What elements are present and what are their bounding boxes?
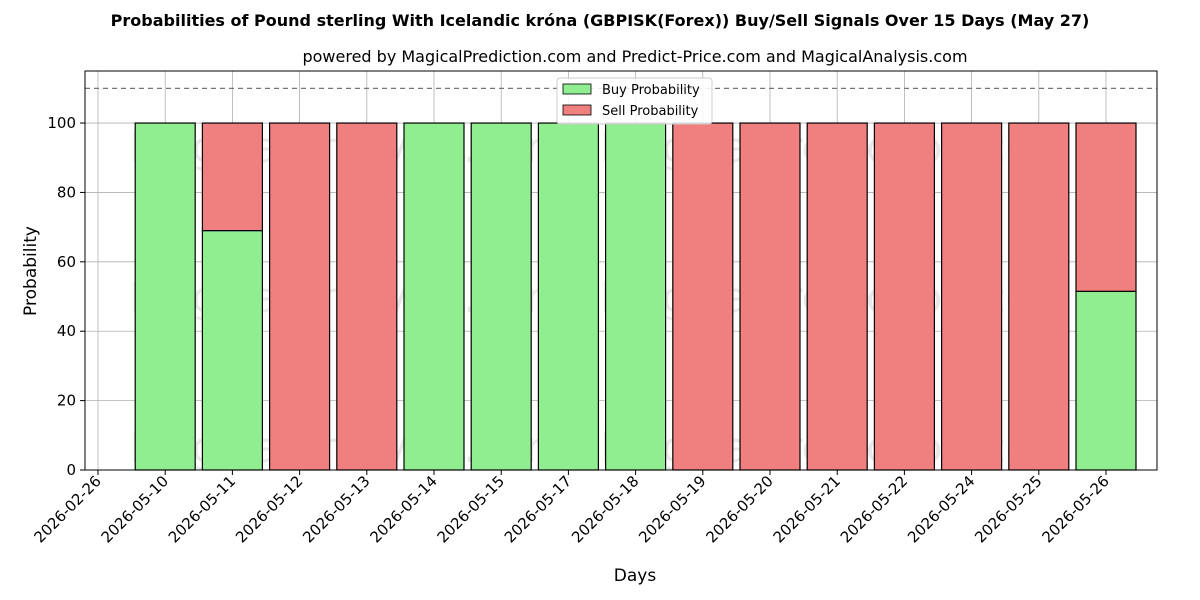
x-tick-label: 2026-05-17: [501, 472, 575, 546]
legend-swatch-sell: [562, 104, 592, 116]
sell-bar: [806, 122, 868, 471]
x-tick-label: 2026-05-12: [232, 472, 306, 546]
x-tick-label: 2026-05-11: [165, 472, 239, 546]
legend: Buy Probability Sell Probability: [556, 77, 713, 125]
sell-bar: [672, 122, 734, 471]
buy-bar: [1075, 290, 1137, 471]
x-tick-label: 2026-05-18: [568, 472, 642, 546]
x-tick-label: 2026-05-22: [837, 472, 911, 546]
x-axis-label: Days: [614, 566, 657, 586]
x-tick-label: 2026-05-19: [635, 472, 709, 546]
legend-swatch-buy: [562, 83, 592, 95]
sell-bar: [269, 122, 331, 471]
x-tick-label: 2026-05-13: [299, 472, 373, 546]
legend-label-buy: Buy Probability: [602, 83, 700, 98]
y-tick-label: 40: [57, 322, 76, 340]
plot-frame: [84, 70, 1158, 471]
y-axis-ticks: 0 20 40 60 80 100: [47, 114, 85, 479]
buy-bar: [134, 122, 196, 471]
chart-title: Probabilities of Pound sterling With Ice…: [111, 11, 1090, 30]
y-tick-label: 60: [57, 253, 76, 271]
sell-bar: [739, 122, 801, 471]
y-tick-label: 100: [47, 114, 76, 132]
legend-label-sell: Sell Probability: [602, 104, 699, 119]
y-tick-label: 20: [57, 392, 76, 410]
x-axis-ticks: 2026-02-262026-05-102026-05-112026-05-12…: [30, 470, 1113, 546]
chart-subtitle: powered by MagicalPrediction.com and Pre…: [302, 47, 967, 66]
sell-bar: [1008, 122, 1070, 471]
x-tick-label: 2026-02-26: [30, 472, 104, 546]
buy-bar: [604, 122, 667, 471]
buy-bar: [537, 122, 600, 471]
y-tick-label: 80: [57, 183, 76, 201]
x-tick-label: 2026-05-26: [1038, 472, 1112, 546]
sell-bar: [940, 122, 1003, 471]
x-tick-label: 2026-05-20: [702, 472, 776, 546]
x-tick-label: 2026-05-21: [770, 472, 844, 546]
buy-bar: [403, 122, 465, 471]
sell-bar: [873, 122, 936, 471]
x-tick-label: 2026-05-15: [434, 472, 508, 546]
sell-bar: [201, 122, 263, 232]
sell-bar: [1075, 122, 1137, 292]
legend-box: [556, 77, 713, 125]
x-tick-label: 2026-05-24: [904, 472, 978, 546]
sell-bar: [336, 122, 398, 471]
bars: [134, 122, 1137, 471]
buy-bar: [470, 122, 532, 471]
buy-bar: [201, 230, 263, 471]
x-tick-label: 2026-05-10: [98, 472, 172, 546]
y-axis-label: Probability: [21, 226, 41, 316]
x-tick-label: 2026-05-25: [971, 472, 1045, 546]
y-tick-label: 0: [66, 461, 76, 479]
x-tick-label: 2026-05-14: [366, 472, 440, 546]
